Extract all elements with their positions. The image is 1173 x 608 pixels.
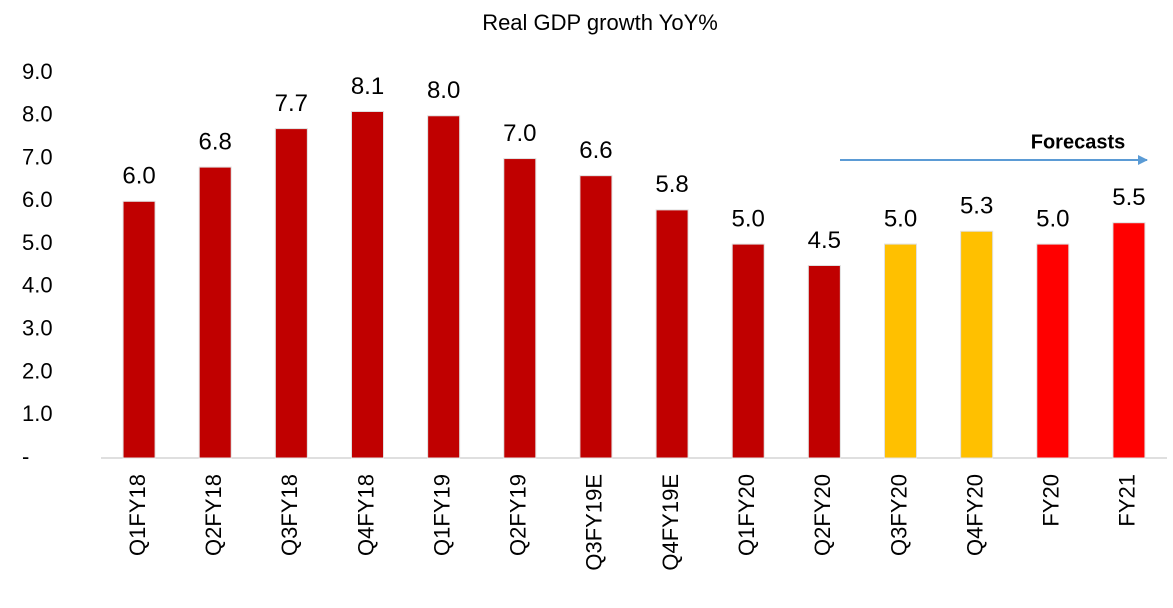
bar: [579, 175, 613, 459]
x-tick-label: Q3FY20: [886, 474, 911, 556]
value-label: 6.8: [199, 128, 232, 155]
x-tick-label: FY21: [1115, 474, 1140, 527]
value-label: 8.1: [351, 73, 384, 100]
value-label: 7.7: [275, 90, 308, 117]
bar: [1112, 222, 1146, 459]
x-tick-label: FY20: [1039, 474, 1064, 527]
value-label: 5.0: [884, 205, 917, 232]
bar: [427, 115, 461, 459]
bar: [731, 243, 765, 459]
y-tick-label: 1.0: [22, 401, 53, 426]
bar: [807, 265, 841, 459]
y-tick-label: 9.0: [22, 59, 53, 84]
annotation: Forecasts: [1031, 131, 1126, 153]
value-label: 4.5: [808, 227, 841, 254]
value-label: 7.0: [503, 120, 536, 147]
y-tick-label: 4.0: [22, 273, 53, 298]
value-label: 5.3: [960, 193, 993, 220]
value-label: 5.5: [1112, 184, 1145, 211]
value-label: 5.0: [732, 205, 765, 232]
y-tick-label: 7.0: [22, 144, 53, 169]
value-label: 5.0: [1036, 205, 1069, 232]
bar: [655, 209, 689, 459]
y-tick-label: 6.0: [22, 187, 53, 212]
x-tick-label: Q1FY19: [429, 474, 454, 556]
bar: [351, 111, 384, 459]
bar: [198, 166, 232, 459]
x-tick-label: Q4FY20: [962, 474, 987, 556]
value-label: 8.0: [427, 77, 460, 104]
y-tick-label: 2.0: [22, 358, 53, 383]
x-tick-label: Q2FY18: [201, 474, 226, 556]
x-tick-label: Q4FY18: [353, 474, 378, 556]
y-tick-label: 8.0: [22, 102, 53, 127]
x-tick-label: Q3FY18: [277, 474, 302, 556]
x-tick-label: Q2FY20: [810, 474, 835, 556]
x-tick-label: Q1FY18: [125, 474, 150, 556]
bar: [503, 158, 537, 459]
x-tick-label: Q2FY19: [506, 474, 531, 556]
bar: [960, 230, 994, 459]
value-label: 6.0: [122, 163, 155, 190]
bar: [122, 200, 156, 459]
bar: [884, 243, 917, 459]
chart-title: Real GDP growth YoY%: [482, 10, 718, 35]
x-tick-label: Q3FY19E: [582, 474, 607, 571]
y-tick-label: -: [22, 444, 29, 469]
x-tick-label: Q1FY20: [734, 474, 759, 556]
x-tick-label: Q4FY19E: [658, 474, 683, 571]
value-label: 5.8: [655, 171, 688, 198]
value-label: 6.6: [579, 137, 612, 164]
y-tick-label: 3.0: [22, 315, 53, 340]
bar: [274, 128, 308, 459]
bar: [1036, 243, 1070, 459]
y-tick-label: 5.0: [22, 230, 53, 255]
